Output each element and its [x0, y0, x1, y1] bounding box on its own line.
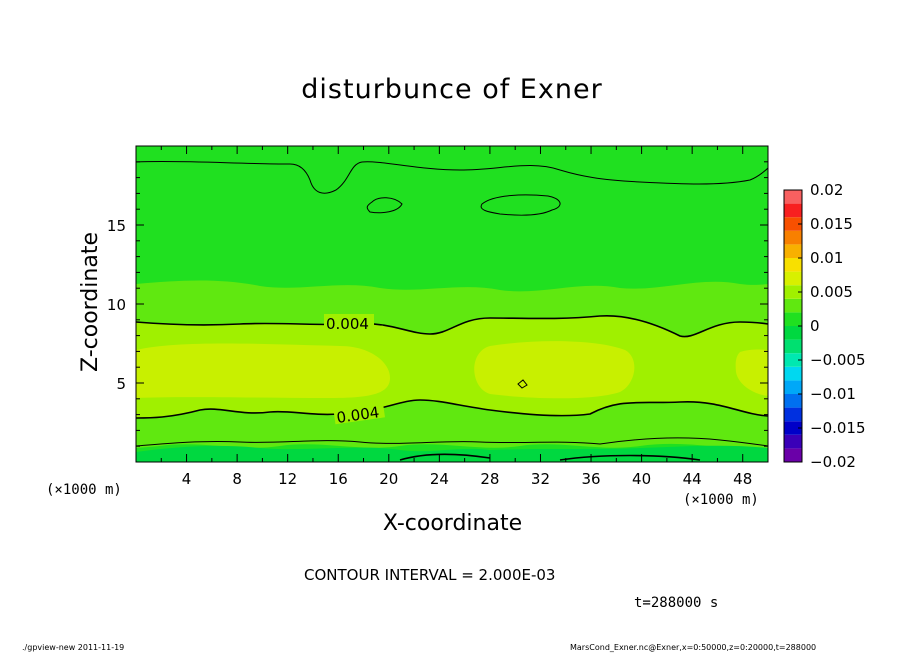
- colorbar-segment: [784, 271, 802, 286]
- y-axis-ticks: 5 10 15: [107, 161, 768, 447]
- y-tick-label: 10: [107, 296, 126, 314]
- x-tick-label: 12: [278, 470, 297, 488]
- time-text: t=288000 s: [634, 595, 719, 611]
- contour-line-upper: [136, 160, 768, 194]
- colorbar-segment: [784, 434, 802, 449]
- x-tick-label: 20: [379, 470, 398, 488]
- colorbar-segment: [784, 203, 802, 218]
- x-unit-label-right: (×1000 m): [683, 492, 759, 508]
- x-axis-label: X-coordinate: [382, 511, 523, 536]
- colorbar-tick-label: 0.01: [810, 249, 843, 267]
- contour-label-1: 0.004: [326, 315, 369, 333]
- contour-line-island1: [366, 197, 403, 214]
- colorbar-segment: [784, 312, 802, 326]
- colorbar-tick-label: −0.01: [810, 385, 856, 403]
- x-tick-label: 32: [531, 470, 550, 488]
- contour-line-004-lower: [136, 399, 768, 419]
- colorbar-tick-label: 0: [810, 317, 820, 335]
- colorbar-segment: [784, 258, 802, 272]
- colorbar-tick-label: −0.02: [810, 453, 856, 471]
- y-tick-label: 15: [107, 217, 126, 235]
- y-tick-label: 5: [116, 375, 126, 393]
- contour-field: [136, 146, 768, 462]
- contour-line-small: [517, 379, 528, 389]
- contour-label-bg-1: [324, 314, 374, 331]
- x-unit-label-left: (×1000 m): [46, 482, 122, 498]
- colorbar-segment: [784, 298, 802, 313]
- colorbar-tick-label: 0.02: [810, 181, 843, 199]
- x-tick-label: 8: [232, 470, 242, 488]
- colorbar-segment: [784, 190, 802, 204]
- x-tick-label: 28: [480, 470, 499, 488]
- colorbar-segment: [784, 407, 802, 422]
- colorbar-tick-label: −0.005: [810, 351, 866, 369]
- x-tick-label: 16: [329, 470, 348, 488]
- colorbar-segment: [784, 421, 802, 435]
- contour-line-002-lower: [136, 437, 768, 447]
- contour-label-bg-2: [333, 400, 385, 425]
- colorbar-segment: [784, 217, 802, 231]
- colorbar-segment: [784, 353, 802, 367]
- contour-line-004-upper: [136, 315, 768, 338]
- x-tick-label: 24: [430, 470, 449, 488]
- colorbar-tick-label: 0.005: [810, 283, 853, 301]
- colorbar-segment: [784, 230, 802, 245]
- colorbar-segment: [784, 326, 802, 340]
- x-tick-label: 36: [581, 470, 600, 488]
- chart-title: disturbunce of Exner: [301, 74, 603, 105]
- colorbar-segment: [784, 448, 802, 462]
- colorbar-tick-label: 0.015: [810, 215, 853, 233]
- contour-line-island2: [480, 194, 561, 216]
- colorbar-segment: [784, 244, 802, 258]
- footer-left: ./gpview-new 2011-11-19: [22, 643, 125, 652]
- colorbar-segment: [784, 339, 802, 354]
- contour-line-bottom: [399, 453, 701, 461]
- x-axis-ticks: 4 8 12 16 20 24 28 32 36 40 44 48: [160, 146, 752, 488]
- colorbar-segment: [784, 285, 802, 299]
- x-tick-label: 40: [632, 470, 651, 488]
- contour-label-2: 0.004: [335, 403, 380, 427]
- colorbar-segment: [784, 394, 802, 408]
- colorbar-segment: [784, 366, 802, 381]
- band-0006: [136, 341, 768, 399]
- contour-lines: [136, 160, 768, 461]
- x-tick-label: 44: [683, 470, 702, 488]
- y-axis-label: Z-coordinate: [78, 232, 103, 372]
- footer-right: MarsCond_Exner.nc@Exner,x=0:50000,z=0:20…: [570, 643, 817, 652]
- contour-interval-text: CONTOUR INTERVAL = 2.000E-03: [304, 566, 556, 584]
- x-tick-label: 4: [182, 470, 192, 488]
- x-tick-label: 48: [733, 470, 752, 488]
- colorbar-tick-label: −0.015: [810, 419, 866, 437]
- colorbar: 0.02 0.015 0.01 0.005 0 −0.005 −0.01 −0.015 −0.0…: [783, 181, 866, 471]
- colorbar-segment: [784, 380, 802, 394]
